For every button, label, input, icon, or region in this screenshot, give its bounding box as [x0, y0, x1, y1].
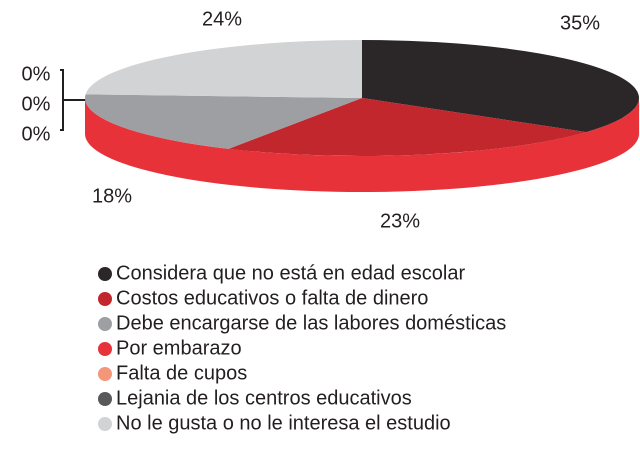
pie-slice — [228, 98, 587, 156]
data-label: 0% — [22, 93, 51, 115]
pie-slice — [85, 94, 363, 149]
legend-swatch — [98, 342, 112, 356]
legend-label: Considera que no está en edad escolar — [116, 262, 465, 284]
data-label: 0% — [22, 123, 51, 145]
data-label: 35% — [560, 12, 600, 34]
legend-label: No le gusta o no le interesa el estudio — [116, 412, 451, 434]
data-label: 24% — [202, 8, 242, 30]
bracket — [60, 69, 86, 131]
legend-swatch — [98, 317, 112, 331]
legend-swatch — [98, 367, 112, 381]
pie-slice — [85, 40, 362, 98]
legend-swatch — [98, 417, 112, 431]
legend-swatch — [98, 292, 112, 306]
legend-swatch — [98, 392, 112, 406]
data-label: 18% — [92, 185, 132, 207]
legend-label: Por embarazo — [116, 337, 242, 359]
data-label: 0% — [22, 63, 51, 85]
legend-label: Debe encargarse de las labores doméstica… — [116, 312, 506, 334]
pie-side — [85, 98, 639, 192]
legend-label: Falta de cupos — [116, 362, 247, 384]
legend-label: Lejania de los centros educativos — [116, 387, 412, 409]
data-label: 23% — [380, 210, 420, 232]
legend-label: Costos educativos o falta de dinero — [116, 287, 428, 309]
pie-slice — [362, 40, 639, 133]
legend-swatch — [98, 267, 112, 281]
